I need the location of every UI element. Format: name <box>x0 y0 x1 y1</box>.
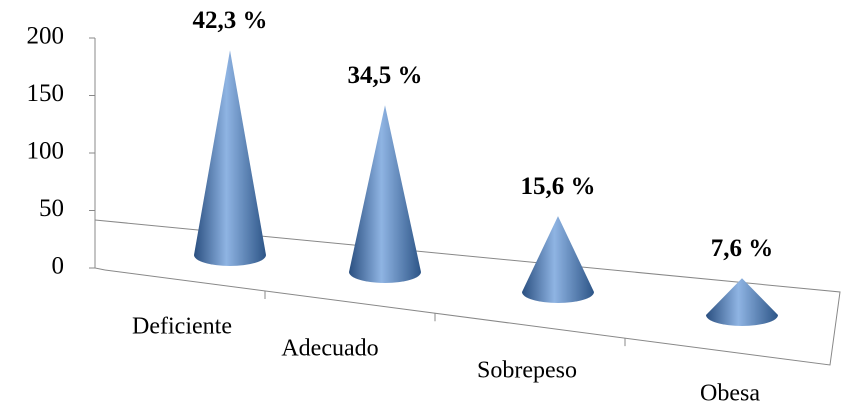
y-tick-label: 150 <box>27 80 65 107</box>
value-label: 42,3 % <box>193 7 268 34</box>
y-axis <box>94 38 106 271</box>
y-tick-label: 50 <box>39 195 64 222</box>
floor <box>94 219 841 366</box>
y-tick-label: 100 <box>27 138 65 165</box>
value-label: 15,6 % <box>521 173 596 200</box>
x-tick-label: Deficiente <box>132 314 232 340</box>
cone <box>194 50 266 266</box>
cone <box>522 216 594 303</box>
x-tick-label: Sobrepeso <box>477 358 577 384</box>
y-tick-label: 0 <box>52 253 65 280</box>
x-tick-label: Obesa <box>700 381 760 405</box>
value-label: 7,6 % <box>711 235 774 262</box>
value-label: 34,5 % <box>348 62 423 89</box>
x-tick-label: Adecuado <box>281 336 378 362</box>
cone <box>706 278 778 326</box>
cone <box>349 105 421 283</box>
y-tick-label: 200 <box>27 23 65 50</box>
